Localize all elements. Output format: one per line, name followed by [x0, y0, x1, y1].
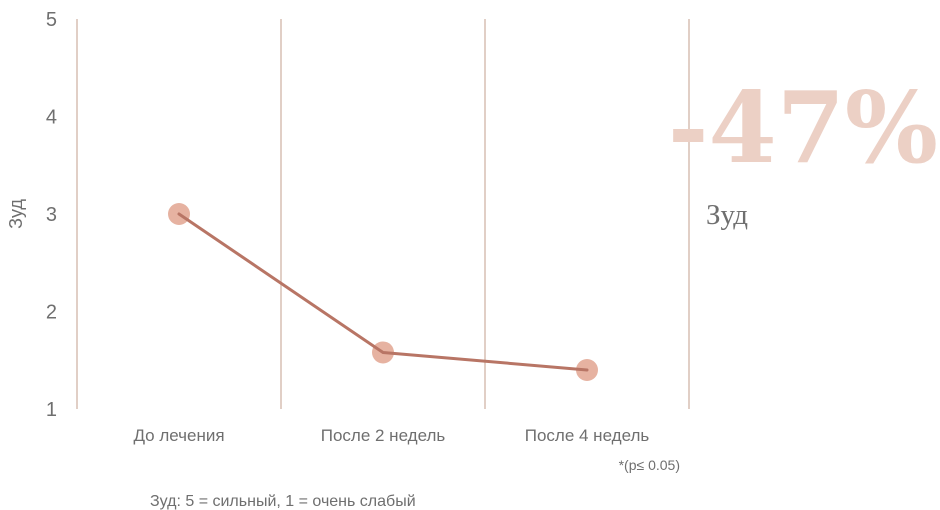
y-axis-ticks: 1 2 3 4 5 [46, 9, 57, 421]
x-category-label: После 2 недель [321, 426, 446, 445]
scale-note: Зуд: 5 = сильный, 1 = очень слабый [150, 493, 416, 510]
significance-note: *(p≤ 0.05) [619, 457, 680, 473]
y-tick-label: 1 [46, 399, 57, 421]
y-tick-label: 4 [46, 107, 57, 129]
y-axis-label: Зуд [6, 199, 26, 229]
highlight-percentage: -47% [668, 71, 938, 186]
highlight-label: Зуд [706, 199, 748, 231]
y-tick-label: 3 [46, 204, 57, 226]
x-category-label: После 4 недель [525, 426, 650, 445]
data-points [168, 203, 598, 381]
vertical-gridlines [76, 19, 690, 409]
y-tick-label: 5 [46, 9, 57, 31]
x-category-label: До лечения [133, 426, 224, 445]
y-tick-label: 2 [46, 302, 57, 324]
series-line [177, 212, 589, 372]
x-axis-categories: До лечения После 2 недель После 4 недель [133, 426, 649, 445]
